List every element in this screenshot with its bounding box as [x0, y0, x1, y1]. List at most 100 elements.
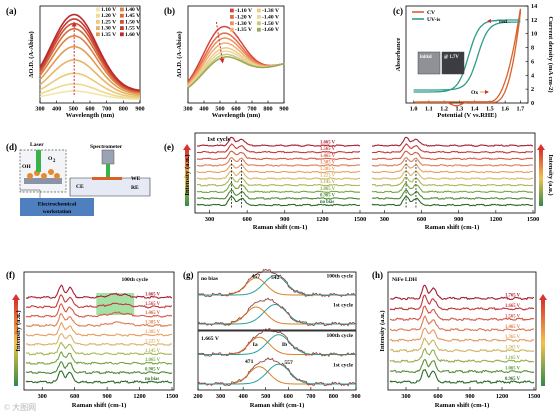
panel-f-xtick-label: 600 — [70, 393, 79, 400]
panel-b-legend-swatch — [230, 8, 234, 13]
panel-f-trace-line — [25, 361, 173, 375]
panel-b-ylabel: ΔO.D. (A-Abias) — [176, 31, 183, 77]
panel-e-plot-frame — [194, 132, 536, 214]
panel-g-bottom-peak-label: 471 — [245, 359, 254, 365]
panel-f-trace-line — [25, 370, 173, 384]
panel-d-cell — [69, 177, 151, 197]
panel-e-left-trace-label: 1.145 V — [320, 180, 336, 185]
panel-g-label: (g) — [183, 270, 194, 280]
panel-g-top-fit-a-line — [198, 306, 356, 325]
panel-c-xtick-label: 1.5 — [486, 106, 494, 113]
panel-e-left-trace-line — [196, 163, 361, 174]
panel-f-xtick-label: 900 — [102, 393, 111, 400]
panel-b-legend-label: -1.30 V — [235, 21, 252, 27]
panel-h-trace-line — [389, 327, 535, 343]
panel-e-left-trace-line — [196, 196, 361, 207]
panel-c-ylabel-left: Absorbance — [395, 38, 402, 72]
panel-e-label: (e) — [164, 142, 174, 152]
panel-h-plot-frame — [387, 271, 537, 391]
panel-h-trace-line — [389, 315, 535, 332]
panel-f-trace-line — [25, 303, 172, 318]
panel-b-xtick-label: 400 — [199, 106, 208, 113]
panel-g-top-peak-label: 542 — [271, 275, 280, 281]
panel-b-legend-label: -1.35 V — [235, 27, 252, 33]
panel-e-left-trace-line — [196, 176, 361, 187]
panel-c-uvis-line — [413, 21, 521, 91]
panel-d-ce-label: CE — [76, 184, 84, 190]
panel-f-highlight-region — [96, 293, 135, 315]
panel-f-title: 100th cycle — [121, 277, 148, 283]
panel-b-legend-swatch — [257, 21, 261, 26]
panel-f-trace-line — [25, 294, 173, 309]
panel-e-right-trace-line — [371, 170, 534, 180]
panel-h-trace-label: 1.465 V — [505, 325, 521, 330]
panel-e-xtick-label: 900 — [280, 216, 289, 223]
panel-a-xtick-label: 900 — [135, 106, 144, 113]
panel-e-xtick-label: 300 — [380, 216, 389, 223]
panel-d-electrode-surface — [24, 178, 62, 184]
panel-e-right-trace-line — [371, 150, 533, 160]
panel-e-right-trace-line — [372, 143, 534, 154]
panel-e-left-trace-label: 1.565 V — [320, 147, 336, 152]
panel-b-xlabel: Wavelength (nm) — [212, 112, 261, 119]
panel-a-xtick-label: 400 — [52, 106, 61, 113]
panel-h-trace-label: 0.965 V — [505, 377, 521, 382]
panel-d-objective-beam — [106, 164, 110, 178]
panel-d-workstation-box — [20, 198, 94, 216]
panel-b-xtick-label: 700 — [247, 106, 256, 113]
panel-e-ylabel-left: Intensity (a.u.) — [184, 154, 191, 195]
panel-b-legend-swatch — [230, 27, 234, 32]
panel-f-gradient-arrow — [14, 300, 18, 386]
panel-b-legend-swatch — [230, 15, 234, 19]
panel-e-left-trace-line — [196, 189, 361, 200]
panel-h-xtick-label: 300 — [401, 393, 410, 400]
panel-h-trace-line — [389, 294, 534, 311]
panel-g-bottom-fit-a-line — [198, 366, 356, 385]
panel-e-xtick-label: 1500 — [354, 216, 366, 223]
panel-e-right-trace-line — [371, 182, 534, 194]
panel-a-legend-label: 1.45 V — [125, 13, 140, 19]
panel-c-uvis-return-line — [413, 19, 521, 93]
panel-e-xlabel-left: Raman shift (cm-1) — [253, 224, 308, 231]
panel-d-particle — [41, 173, 47, 179]
panel-d-oh-label: OH — [22, 164, 31, 170]
panel-e-gradient-arrow-left-head — [183, 144, 191, 150]
panel-c-inset-label-oxidized: @ 1.7V — [444, 55, 459, 60]
panel-e-title: 1st cycle — [207, 136, 231, 143]
panel-b-series-line — [187, 32, 285, 84]
panel-h-trace-line — [389, 305, 534, 322]
panel-f-trace-label: 1.225 V — [145, 339, 161, 344]
panel-h-ylabel: Intensity (a.u.) — [379, 310, 386, 351]
panel-d-spectrometer-label: Spectrometer — [90, 144, 123, 150]
panel-h-xtick-label: 900 — [465, 393, 474, 400]
panel-a-series-line — [39, 72, 141, 98]
panel-c-y2tick-label: 8 — [531, 45, 534, 52]
panel-e-right-trace-line — [371, 196, 534, 207]
panel-f-trace-label: 1.465 V — [145, 311, 161, 316]
panel-h-trace-label: 1.065 V — [505, 367, 521, 372]
panel-b-legend-swatch — [257, 15, 261, 19]
panel-h-trace-label: 1.765 V — [505, 293, 521, 298]
panel-a-legend-label: 1.10 V — [101, 7, 116, 13]
panel-e-xtick-label: 300 — [205, 216, 214, 223]
panel-e-left-trace-label: 1.465 V — [320, 154, 336, 159]
panel-c-annotation-ox: Ox — [471, 90, 478, 96]
panel-h-trace-label: 1.665 V — [505, 304, 521, 309]
panel-h-trace-label: 1.265 V — [505, 346, 521, 351]
panel-c-xtick-label: 1.4 — [471, 106, 479, 113]
panel-g-xtick-label: 800 — [329, 393, 338, 400]
panel-c-inset-initial-photo — [417, 51, 441, 75]
panel-b-series-line — [187, 56, 285, 89]
panel-b-xtick-label: 600 — [231, 106, 240, 113]
panel-b-legend-label: -1.60 V — [262, 27, 279, 33]
panel-a-legend-label: 1.35 V — [101, 32, 116, 38]
panel-g-xtick-label: 200 — [193, 393, 202, 400]
panel-e-right-trace-line — [371, 136, 533, 147]
panel-a-legend-label: 1.50 V — [125, 19, 140, 25]
panel-g-bottom-trace-label: 100th cycle — [326, 333, 353, 339]
panel-a-legend-swatch — [96, 26, 100, 30]
panel-a-xtick-label: 600 — [85, 106, 94, 113]
panel-g-bottom-envelope-line — [197, 357, 357, 387]
panel-e-left-trace-label: 1.665 V — [320, 141, 336, 146]
panel-a-series-line — [39, 13, 141, 92]
